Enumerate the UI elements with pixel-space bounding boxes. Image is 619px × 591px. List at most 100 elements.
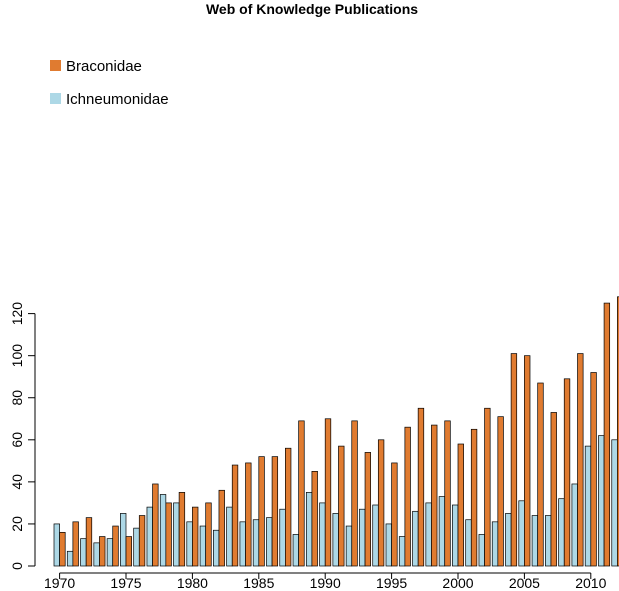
bar-braconidae-2011 bbox=[603, 302, 611, 567]
bars-group bbox=[53, 296, 619, 567]
bar-ichneumonidae-1983 bbox=[226, 506, 233, 567]
x-tick-label-2000: 2000 bbox=[442, 575, 473, 591]
bar-braconidae-1984 bbox=[245, 462, 252, 567]
bar-ichneumonidae-2000 bbox=[452, 504, 459, 567]
y-tick-label-60: 60 bbox=[9, 432, 25, 448]
bar-ichneumonidae-2004 bbox=[505, 513, 512, 567]
bar-braconidae-1998 bbox=[431, 424, 438, 567]
bar-braconidae-1997 bbox=[417, 407, 425, 567]
bar-braconidae-1986 bbox=[271, 456, 279, 567]
bar-braconidae-2004 bbox=[510, 353, 518, 567]
legend-swatch-ichneumonidae bbox=[50, 93, 61, 104]
bar-braconidae-2009 bbox=[577, 353, 584, 567]
x-tick-label-1985: 1985 bbox=[243, 575, 274, 591]
bar-braconidae-1982 bbox=[218, 489, 225, 567]
chart-title: Web of Knowledge Publications bbox=[206, 1, 418, 17]
bar-braconidae-1996 bbox=[404, 426, 411, 567]
bar-braconidae-1978 bbox=[165, 502, 172, 567]
legend-swatch-braconidae bbox=[50, 60, 61, 71]
x-tick-label-1990: 1990 bbox=[310, 575, 341, 591]
x-axis: 1970 1975 1980 1985 1990 1995 2000 2005 2010 bbox=[44, 572, 607, 591]
bar-braconidae-2006 bbox=[537, 382, 544, 567]
bar-braconidae-1995 bbox=[391, 462, 398, 567]
x-tick-label-1970: 1970 bbox=[44, 575, 75, 591]
bar-braconidae-1972 bbox=[85, 517, 93, 567]
bar-braconidae-1999 bbox=[444, 420, 451, 567]
bar-braconidae-2000 bbox=[457, 443, 464, 567]
bar-braconidae-1988 bbox=[298, 420, 305, 567]
legend: Braconidae Ichneumonidae bbox=[50, 58, 169, 108]
bar-ichneumonidae-1979 bbox=[173, 502, 180, 567]
bar-braconidae-2012 bbox=[617, 296, 619, 567]
bar-ichneumonidae-1981 bbox=[199, 525, 207, 567]
bar-ichneumonidae-1995 bbox=[385, 523, 392, 567]
bar-ichneumonidae-1980 bbox=[186, 521, 193, 567]
bar-braconidae-1981 bbox=[205, 502, 212, 567]
bar-ichneumonidae-2007 bbox=[545, 515, 552, 567]
bar-ichneumonidae-1982 bbox=[213, 529, 220, 567]
bar-braconidae-1973 bbox=[99, 536, 106, 567]
y-tick-label-100: 100 bbox=[9, 344, 25, 368]
x-tick-label-1975: 1975 bbox=[110, 575, 141, 591]
bar-braconidae-1976 bbox=[138, 515, 146, 567]
bar-braconidae-1987 bbox=[285, 447, 292, 567]
bar-ichneumonidae-1997 bbox=[412, 510, 419, 567]
x-tick-label-1995: 1995 bbox=[376, 575, 407, 591]
bar-ichneumonidae-1991 bbox=[332, 513, 339, 567]
bar-braconidae-1980 bbox=[192, 506, 199, 567]
bar-ichneumonidae-1972 bbox=[80, 538, 87, 567]
bar-ichneumonidae-1988 bbox=[292, 534, 299, 567]
bar-ichneumonidae-1970 bbox=[53, 523, 60, 567]
bar-ichneumonidae-1984 bbox=[239, 521, 246, 567]
bar-ichneumonidae-1978 bbox=[159, 494, 167, 567]
bar-braconidae-2002 bbox=[484, 407, 491, 567]
bar-ichneumonidae-1987 bbox=[279, 508, 286, 567]
bar-braconidae-1989 bbox=[311, 471, 318, 567]
bar-braconidae-1971 bbox=[72, 521, 79, 567]
bar-braconidae-2001 bbox=[470, 428, 478, 567]
bar-ichneumonidae-2010 bbox=[584, 445, 592, 567]
bar-braconidae-1985 bbox=[258, 456, 265, 567]
bar-braconidae-1991 bbox=[338, 445, 345, 567]
x-tick-label-2010: 2010 bbox=[575, 575, 606, 591]
bar-ichneumonidae-1985 bbox=[252, 519, 260, 567]
bar-ichneumonidae-2005 bbox=[518, 500, 525, 567]
bar-braconidae-1994 bbox=[377, 439, 385, 567]
y-tick-label-120: 120 bbox=[9, 302, 25, 326]
bar-ichneumonidae-1994 bbox=[372, 504, 379, 567]
bar-braconidae-1977 bbox=[152, 483, 159, 567]
x-tick-label-1980: 1980 bbox=[177, 575, 208, 591]
bar-braconidae-2003 bbox=[497, 416, 504, 567]
bar-ichneumonidae-1976 bbox=[133, 527, 140, 567]
bar-braconidae-2007 bbox=[550, 412, 557, 567]
bar-ichneumonidae-1977 bbox=[146, 506, 153, 567]
bar-ichneumonidae-1973 bbox=[93, 542, 100, 567]
y-tick-label-40: 40 bbox=[9, 474, 25, 490]
legend-label-ichneumonidae: Ichneumonidae bbox=[66, 91, 169, 108]
bar-ichneumonidae-1971 bbox=[66, 550, 74, 567]
bar-braconidae-1975 bbox=[125, 536, 132, 567]
bar-ichneumonidae-1990 bbox=[319, 502, 326, 567]
bar-ichneumonidae-1975 bbox=[120, 513, 127, 567]
bar-ichneumonidae-1992 bbox=[345, 525, 353, 567]
bar-ichneumonidae-2009 bbox=[571, 483, 578, 567]
bar-ichneumonidae-1989 bbox=[305, 492, 313, 567]
bar-braconidae-2008 bbox=[563, 378, 571, 567]
legend-label-braconidae: Braconidae bbox=[66, 58, 142, 75]
bar-ichneumonidae-1998 bbox=[425, 502, 432, 567]
bar-ichneumonidae-1996 bbox=[398, 536, 406, 567]
bar-ichneumonidae-2006 bbox=[531, 515, 539, 567]
bar-ichneumonidae-2012 bbox=[611, 439, 618, 567]
bar-ichneumonidae-2003 bbox=[491, 521, 499, 567]
bar-braconidae-1979 bbox=[178, 492, 186, 567]
y-tick-label-80: 80 bbox=[9, 390, 25, 406]
bar-ichneumonidae-1993 bbox=[359, 508, 366, 567]
bar-ichneumonidae-1986 bbox=[266, 517, 273, 567]
bar-braconidae-1990 bbox=[324, 418, 332, 567]
bar-braconidae-1970 bbox=[59, 531, 66, 567]
x-tick-label-2005: 2005 bbox=[509, 575, 540, 591]
bar-braconidae-1974 bbox=[112, 525, 119, 567]
bar-ichneumonidae-1974 bbox=[106, 538, 114, 567]
bar-braconidae-1992 bbox=[351, 420, 358, 567]
